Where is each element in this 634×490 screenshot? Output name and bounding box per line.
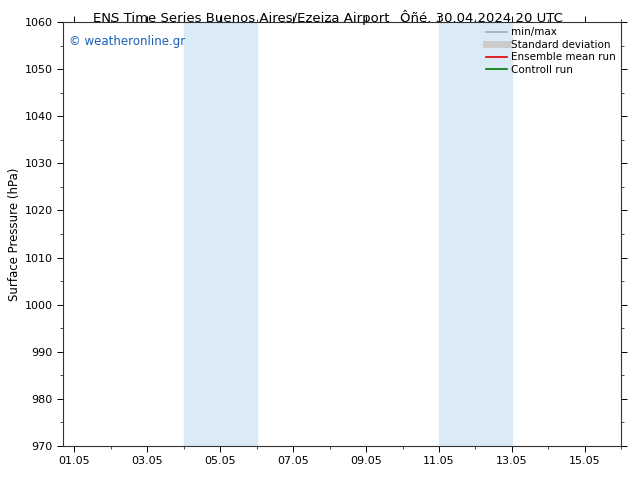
Text: Ôñé. 30.04.2024 20 UTC: Ôñé. 30.04.2024 20 UTC xyxy=(401,12,563,25)
Legend: min/max, Standard deviation, Ensemble mean run, Controll run: min/max, Standard deviation, Ensemble me… xyxy=(484,25,618,77)
Text: ENS Time Series Buenos Aires/Ezeiza Airport: ENS Time Series Buenos Aires/Ezeiza Airp… xyxy=(93,12,389,25)
Y-axis label: Surface Pressure (hPa): Surface Pressure (hPa) xyxy=(8,167,21,301)
Bar xyxy=(439,22,512,446)
Text: © weatheronline.gr: © weatheronline.gr xyxy=(69,35,185,48)
Bar xyxy=(184,22,257,446)
